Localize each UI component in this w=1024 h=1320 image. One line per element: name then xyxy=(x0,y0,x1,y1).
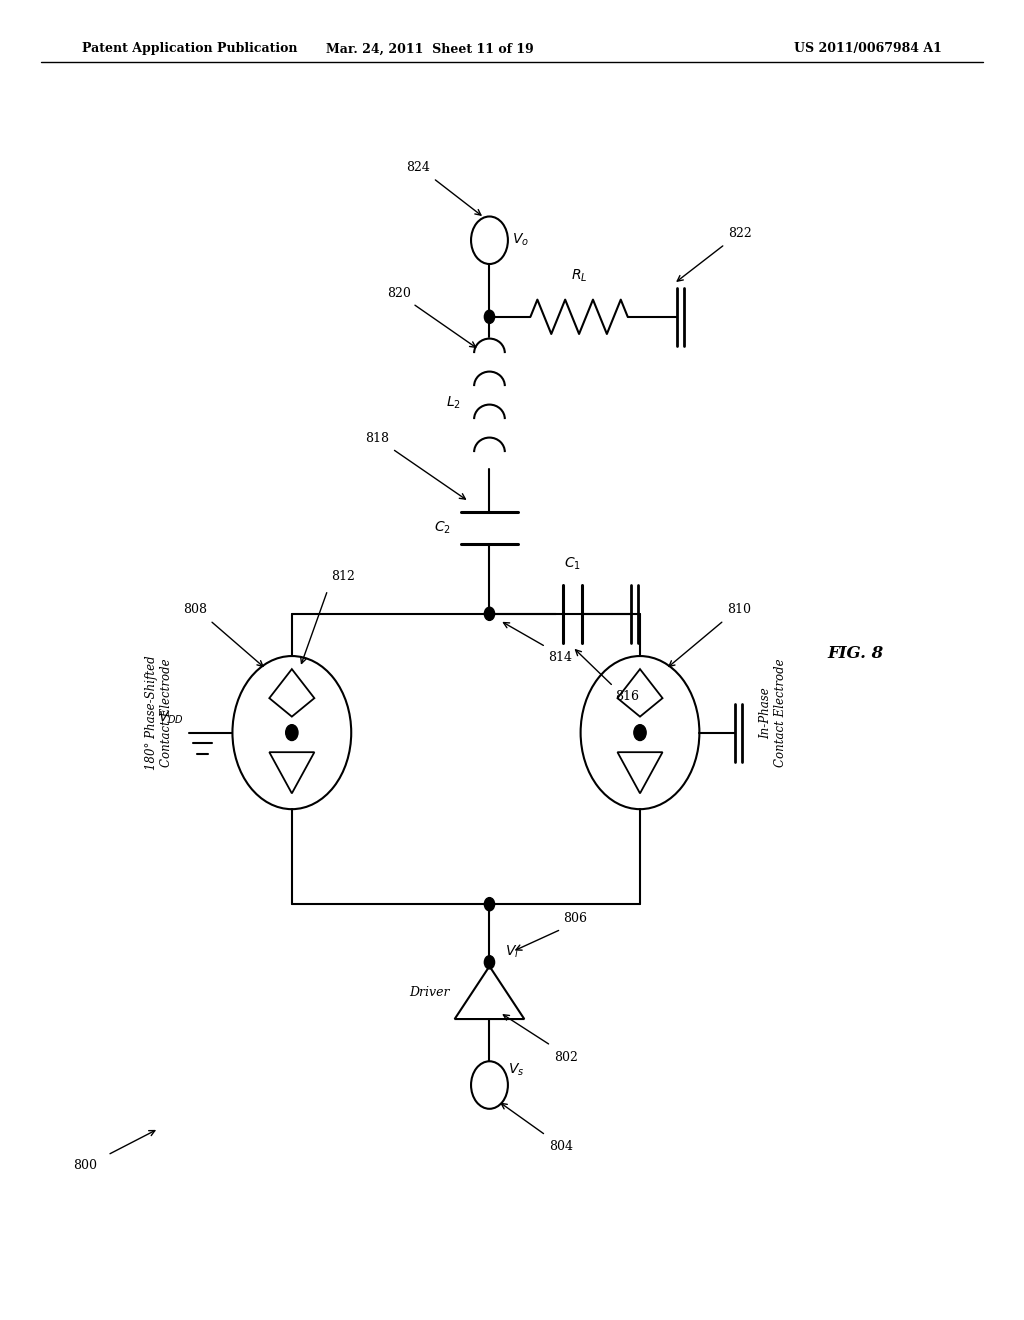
Text: 812: 812 xyxy=(331,570,354,583)
Text: $V_i$: $V_i$ xyxy=(505,944,519,960)
Text: 804: 804 xyxy=(549,1140,572,1154)
Text: $R_L$: $R_L$ xyxy=(571,268,588,284)
Circle shape xyxy=(484,956,495,969)
Circle shape xyxy=(286,725,298,741)
Text: 822: 822 xyxy=(728,227,752,240)
Text: $V_{DD}$: $V_{DD}$ xyxy=(159,710,184,726)
Text: 816: 816 xyxy=(615,690,639,704)
Circle shape xyxy=(484,898,495,911)
Text: 180° Phase-Shifted
Contact Electrode: 180° Phase-Shifted Contact Electrode xyxy=(144,656,173,770)
Text: 802: 802 xyxy=(554,1051,578,1064)
Text: $C_2$: $C_2$ xyxy=(433,520,451,536)
Text: FIG. 8: FIG. 8 xyxy=(827,645,883,661)
Text: 810: 810 xyxy=(727,603,751,616)
Text: 818: 818 xyxy=(366,432,389,445)
Circle shape xyxy=(484,607,495,620)
Text: Driver: Driver xyxy=(409,986,450,999)
Text: $L_2$: $L_2$ xyxy=(445,395,461,411)
Text: $V_o$: $V_o$ xyxy=(512,232,529,248)
Text: 824: 824 xyxy=(407,161,430,174)
Text: In-Phase
Contact Electrode: In-Phase Contact Electrode xyxy=(759,659,787,767)
Text: 814: 814 xyxy=(548,651,571,664)
Circle shape xyxy=(634,725,646,741)
Text: 806: 806 xyxy=(563,912,587,925)
Text: Patent Application Publication: Patent Application Publication xyxy=(82,42,297,55)
Text: 808: 808 xyxy=(183,603,207,616)
Text: Mar. 24, 2011  Sheet 11 of 19: Mar. 24, 2011 Sheet 11 of 19 xyxy=(327,42,534,55)
Text: 800: 800 xyxy=(74,1159,97,1172)
Circle shape xyxy=(484,310,495,323)
Text: US 2011/0067984 A1: US 2011/0067984 A1 xyxy=(795,42,942,55)
Text: $V_s$: $V_s$ xyxy=(508,1063,524,1078)
Text: 820: 820 xyxy=(387,286,411,300)
Text: $C_1$: $C_1$ xyxy=(564,556,581,572)
